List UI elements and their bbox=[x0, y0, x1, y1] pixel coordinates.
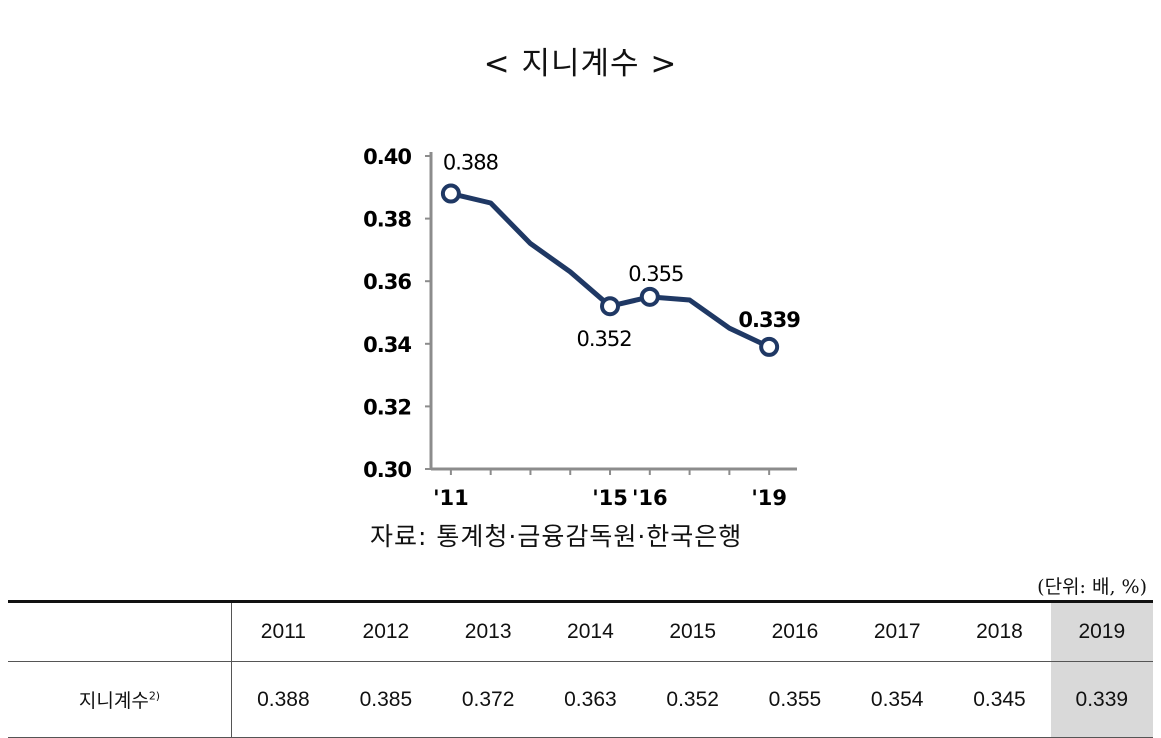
table-row: 지니계수2) 0.388 0.385 0.372 0.363 0.352 0.355 0.3… bbox=[8, 661, 1153, 738]
gini-line-chart: 0.30 0.32 0.34 0.36 0.38 0.40 '11 '15'16 '19 0.38… bbox=[363, 145, 801, 510]
row-label-text: 지니계수 bbox=[78, 690, 149, 712]
gini-data-table: 2011 2012 2013 2014 2015 2016 2017 2018 2019 지니계… bbox=[8, 600, 1153, 738]
year-header-cell: 2015 bbox=[641, 600, 744, 662]
data-label: 0.352 bbox=[576, 327, 631, 351]
y-tick-label: 0.32 bbox=[363, 395, 411, 419]
data-point-marker bbox=[759, 336, 780, 357]
data-point-marker bbox=[600, 296, 621, 317]
x-tick-label: '15 bbox=[592, 486, 628, 510]
x-tick-label: '19 bbox=[751, 486, 787, 510]
value-cell: 0.385 bbox=[334, 661, 438, 738]
value-cell: 0.352 bbox=[641, 661, 744, 738]
value-cell: 0.355 bbox=[743, 661, 847, 738]
value-cell: 0.372 bbox=[437, 661, 540, 738]
row-label-footnote: 2) bbox=[148, 689, 161, 703]
y-tick-label: 0.40 bbox=[363, 145, 411, 169]
chart-title: < 지니계수 > bbox=[483, 46, 678, 82]
value-cell: 0.388 bbox=[231, 661, 335, 738]
year-header-cell: 2013 bbox=[437, 600, 540, 662]
table-corner-cell bbox=[8, 600, 232, 662]
year-header-cell: 2018 bbox=[948, 600, 1051, 662]
series-line bbox=[448, 191, 772, 350]
data-point-marker bbox=[639, 286, 660, 307]
year-header-cell: 2011 bbox=[231, 600, 335, 662]
y-tick-label: 0.30 bbox=[363, 458, 411, 482]
y-tick-label: 0.36 bbox=[363, 270, 411, 294]
data-label: 0.355 bbox=[628, 262, 683, 286]
value-cell: 0.339 bbox=[1050, 661, 1153, 738]
y-tick-label: 0.34 bbox=[363, 333, 411, 357]
year-header-cell: 2017 bbox=[846, 600, 949, 662]
data-label: 0.339 bbox=[738, 308, 800, 332]
value-cell: 0.345 bbox=[948, 661, 1051, 738]
source-note: 자료: 통계청·금융감독원·한국은행 bbox=[370, 522, 743, 551]
value-cell: 0.363 bbox=[539, 661, 642, 738]
y-tick-label: 0.38 bbox=[363, 208, 411, 232]
table-row-label: 지니계수2) bbox=[8, 661, 232, 738]
year-header-cell: 2012 bbox=[334, 600, 438, 662]
data-point-marker bbox=[440, 183, 461, 204]
value-cell: 0.354 bbox=[846, 661, 949, 738]
table-header-row: 2011 2012 2013 2014 2015 2016 2017 2018 2019 bbox=[8, 600, 1153, 662]
year-header-cell: 2019 bbox=[1050, 600, 1153, 662]
year-header-cell: 2014 bbox=[539, 600, 642, 662]
year-header-cell: 2016 bbox=[743, 600, 847, 662]
data-label: 0.388 bbox=[443, 151, 498, 175]
x-tick-label: '11 bbox=[433, 486, 469, 510]
x-tick-label: '16 bbox=[632, 486, 668, 510]
unit-label: (단위: 배, %) bbox=[1037, 576, 1147, 598]
